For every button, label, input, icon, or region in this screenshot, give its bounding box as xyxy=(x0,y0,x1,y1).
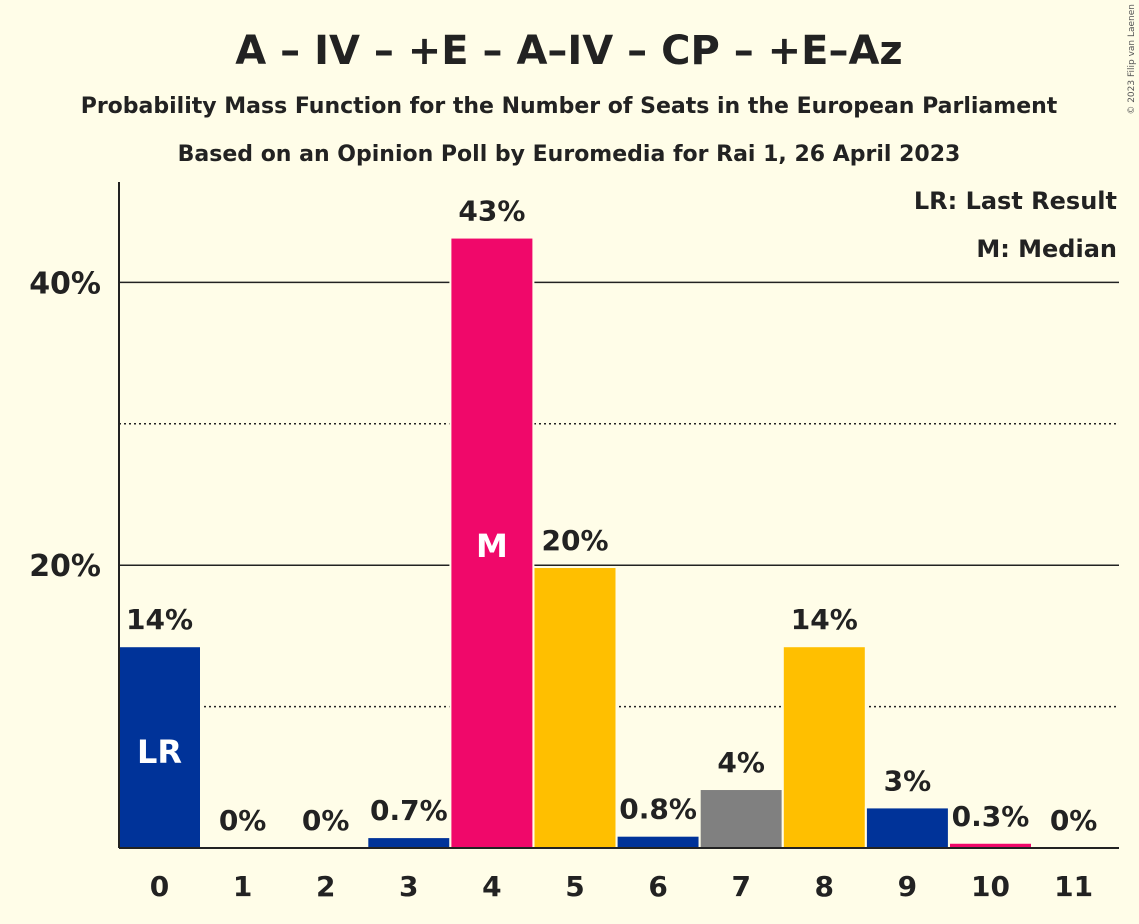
x-tick-label-1: 1 xyxy=(233,870,252,903)
x-tick-label-11: 11 xyxy=(1054,870,1093,903)
bar-seats-7 xyxy=(700,790,782,848)
value-label-seats-3: 0.7% xyxy=(370,794,448,827)
x-tick-label-9: 9 xyxy=(898,870,917,903)
x-tick-label-8: 8 xyxy=(815,870,834,903)
bar-seats-0 xyxy=(119,647,200,848)
value-label-seats-6: 0.8% xyxy=(619,793,697,826)
value-label-seats-9: 3% xyxy=(884,764,932,797)
x-tick-label-6: 6 xyxy=(648,870,667,903)
x-tick-label-4: 4 xyxy=(482,870,501,903)
marker-m: M xyxy=(476,527,508,565)
value-label-seats-1: 0% xyxy=(219,804,267,837)
x-tick-label-7: 7 xyxy=(731,870,750,903)
value-label-seats-5: 20% xyxy=(541,524,608,557)
bar-seats-9 xyxy=(866,808,948,848)
value-label-seats-8: 14% xyxy=(791,603,858,636)
x-tick-label-3: 3 xyxy=(399,870,418,903)
x-tick-label-10: 10 xyxy=(971,870,1010,903)
value-label-seats-0: 14% xyxy=(126,603,193,636)
bar-seats-5 xyxy=(534,568,616,848)
marker-lr: LR xyxy=(137,733,182,771)
bar-seats-8 xyxy=(783,647,865,848)
legend-last-result: LR: Last Result xyxy=(914,187,1117,215)
bar-seats-6 xyxy=(617,836,699,848)
labels-layer: 20% 40% 14% 0 0% 1 0% 2 0.7% 3 43% 4 20% 5 0.8% 6 4% 7 14%… xyxy=(29,195,1097,903)
bars-layer xyxy=(117,236,1033,849)
copyright-notice: © 2023 Filip van Laenen xyxy=(1127,4,1137,115)
chart-subtitle: Probability Mass Function for the Number… xyxy=(81,94,1058,119)
value-label-seats-11: 0% xyxy=(1050,804,1098,837)
bar-seats-3 xyxy=(368,838,450,848)
chart-source-line: Based on an Opinion Poll by Euromedia fo… xyxy=(178,142,961,167)
chart-title: A – IV – +E – A–IV – CP – +E–Az xyxy=(235,28,902,74)
y-tick-label: 40% xyxy=(29,266,101,301)
x-tick-label-0: 0 xyxy=(150,870,169,903)
bar-seats-4 xyxy=(451,238,533,849)
x-tick-label-5: 5 xyxy=(565,870,584,903)
x-tick-label-2: 2 xyxy=(316,870,335,903)
legend-median: M: Median xyxy=(976,235,1117,263)
y-tick-label: 20% xyxy=(29,549,101,584)
value-label-seats-7: 4% xyxy=(717,746,765,779)
grid-layer xyxy=(119,281,1119,708)
value-label-seats-10: 0.3% xyxy=(952,800,1030,833)
value-label-seats-4: 43% xyxy=(458,195,525,228)
bar-seats-10 xyxy=(950,843,1031,848)
value-label-seats-2: 0% xyxy=(302,804,350,837)
